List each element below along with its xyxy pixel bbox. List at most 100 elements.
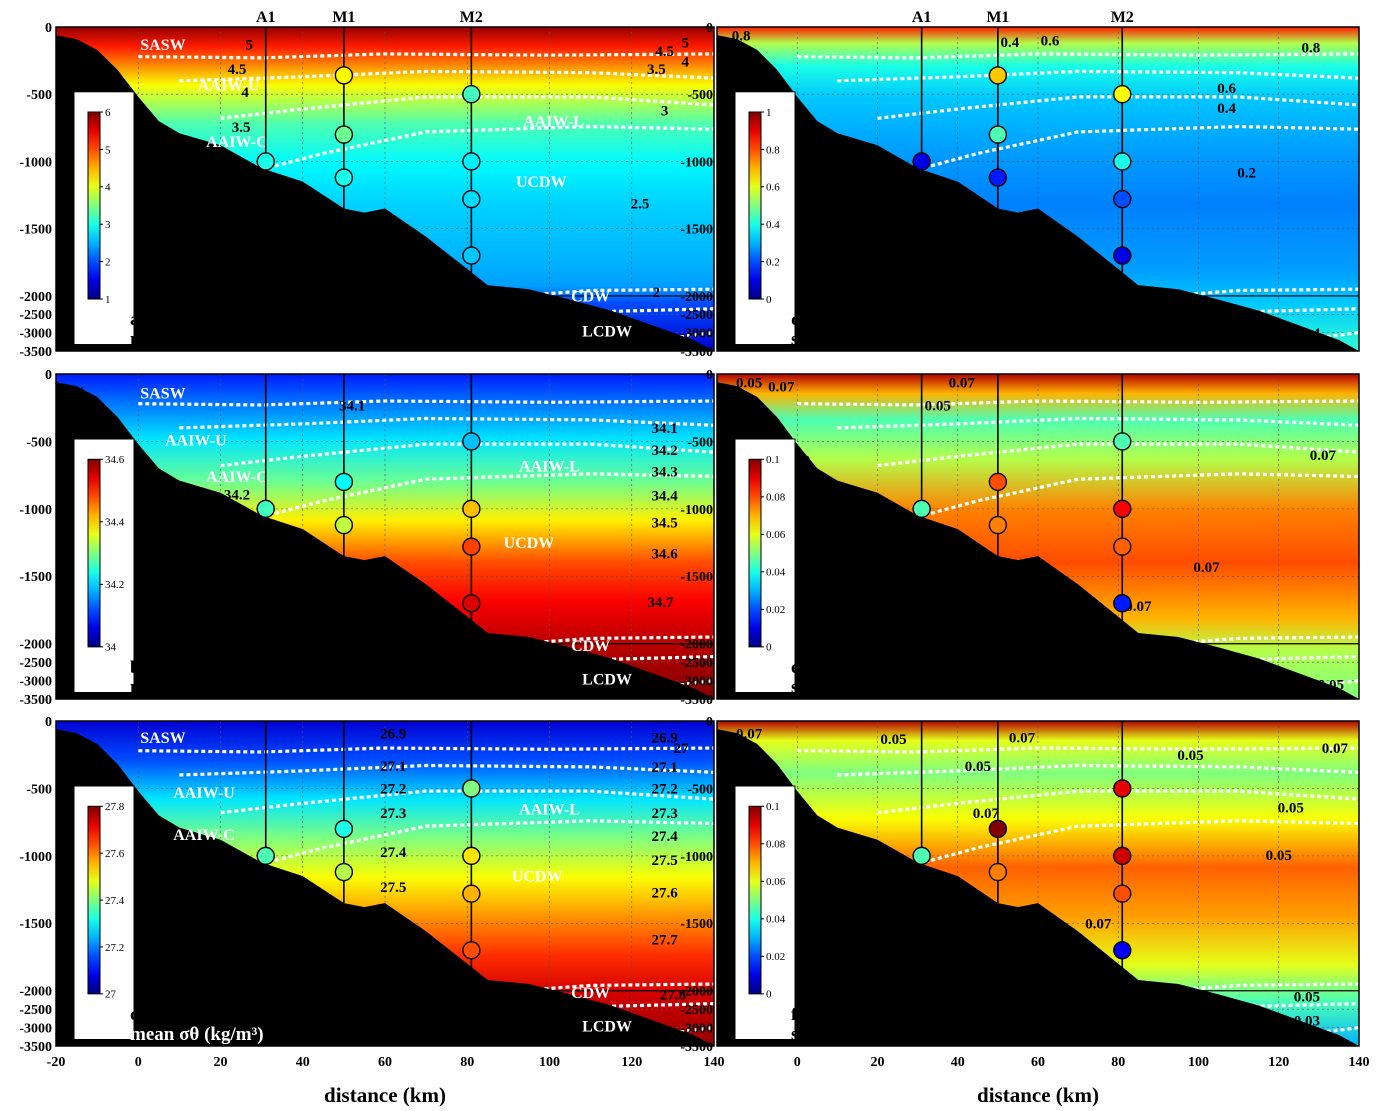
contour-label: 0.8 bbox=[732, 28, 751, 44]
colorbar-tick-label: 0.08 bbox=[766, 839, 786, 851]
contour-label: 0.07 bbox=[736, 726, 763, 742]
mooring-label: A1 bbox=[912, 9, 932, 26]
contour-label: 2.5 bbox=[631, 196, 650, 212]
contour-label: 34.1 bbox=[652, 421, 678, 437]
contour-label: 27.4 bbox=[652, 829, 679, 845]
y-tick-label: -3000 bbox=[680, 674, 713, 689]
y-tick-label: -1500 bbox=[680, 223, 713, 238]
contour-label: 3 bbox=[262, 171, 270, 187]
colorbar-tick-label: 4 bbox=[105, 182, 111, 194]
x-tick-label: 20 bbox=[214, 1055, 228, 1070]
contour-label: 4.5 bbox=[655, 44, 674, 60]
panel-title: std σθ (kg/m³) bbox=[791, 1024, 905, 1045]
water-mass-label: CDW bbox=[571, 638, 610, 655]
isopycnal-line bbox=[179, 763, 714, 777]
contour-label: 27.6 bbox=[652, 886, 679, 902]
panel-label: f) bbox=[791, 1004, 803, 1025]
colorbar-tick-label: 27.6 bbox=[105, 848, 125, 860]
y-tick-label: 0 bbox=[706, 368, 713, 383]
contour-label: 27 bbox=[674, 741, 690, 757]
contour-label: 0.4 bbox=[1301, 326, 1320, 342]
isopycnal-line bbox=[837, 69, 1359, 83]
contour-label: 3.5 bbox=[647, 62, 666, 78]
isopycnal-line bbox=[797, 746, 1359, 754]
y-tick-label: -3000 bbox=[680, 327, 713, 342]
y-tick-label: -2000 bbox=[19, 985, 52, 1000]
panel-f: 0.07 0.05 0.07 0.05 0.07 0.05 0.07 0.05 0.05 0.07… bbox=[680, 715, 1369, 1107]
contour-label: 0.05 bbox=[1278, 801, 1304, 817]
contour-label: 0.03 bbox=[1294, 1013, 1320, 1029]
instrument-marker bbox=[988, 66, 1008, 85]
contour-label: 27.3 bbox=[380, 806, 406, 822]
instrument-marker bbox=[462, 537, 481, 556]
panel-title: std T (°C) bbox=[791, 329, 871, 350]
y-tick-label: -2500 bbox=[19, 1003, 52, 1018]
y-tick-label: -1000 bbox=[680, 850, 713, 865]
colorbar-tick-label: 27.2 bbox=[105, 942, 124, 954]
contour-label: 2 bbox=[653, 285, 661, 301]
y-tick-label: -1500 bbox=[680, 570, 713, 585]
contour-label: 34.6 bbox=[652, 547, 679, 563]
x-tick-label: -20 bbox=[47, 1055, 66, 1070]
panel-field: 0.8 0.4 0.6 0.8 0.6 0.4 0.2 0.4 bbox=[717, 27, 1359, 351]
x-axis-label: distance (km) bbox=[324, 1083, 446, 1107]
instrument-marker bbox=[1113, 152, 1132, 171]
isopycnal-line bbox=[917, 124, 1359, 172]
contour-label: 27.5 bbox=[380, 880, 406, 896]
isopycnal-line bbox=[877, 789, 1359, 815]
water-mass-label: CDW bbox=[571, 985, 610, 1002]
mooring-label: M1 bbox=[332, 9, 355, 26]
x-tick-label: 120 bbox=[621, 1055, 642, 1070]
isopycnal-line bbox=[179, 416, 714, 430]
y-tick-label: -2000 bbox=[680, 290, 713, 305]
panel-label: e) bbox=[791, 657, 805, 678]
y-tick-label: -2000 bbox=[680, 985, 713, 1000]
contour-label: 27.5 bbox=[652, 853, 678, 869]
colorbar-tick-label: 0 bbox=[766, 294, 772, 306]
isopycnal-line bbox=[138, 52, 714, 60]
contour-label: 0.05 bbox=[965, 759, 991, 775]
panel-label: b) bbox=[130, 657, 146, 678]
instrument-marker bbox=[1113, 941, 1132, 960]
instrument-marker bbox=[1113, 85, 1132, 104]
colorbar-box bbox=[73, 438, 135, 693]
instrument-marker bbox=[462, 779, 481, 798]
contour-label: 0.05 bbox=[1318, 678, 1344, 694]
instrument-marker bbox=[334, 862, 354, 882]
colorbar-box bbox=[734, 785, 796, 1040]
panel-b: 34.1 34.1 34.2 34.3 34.4 34.5 34.6 34.7 34.2 34.3… bbox=[19, 368, 715, 708]
water-mass-label: LCDW bbox=[582, 671, 632, 688]
colorbar-tick-label: 34 bbox=[105, 642, 117, 654]
contour-label: 0.07 bbox=[1125, 599, 1152, 615]
contour-label: 0.6 bbox=[1041, 34, 1060, 50]
contour-label: 27.2 bbox=[652, 782, 678, 798]
y-tick-label: 0 bbox=[45, 21, 52, 36]
mooring-label: M2 bbox=[1111, 9, 1134, 26]
colorbar bbox=[748, 458, 762, 648]
y-tick-label: -3000 bbox=[19, 327, 52, 342]
colorbar-tick-label: 0.02 bbox=[766, 604, 785, 616]
contour-label: 34.1 bbox=[339, 398, 365, 414]
isopycnal-line bbox=[179, 69, 714, 83]
contour-label: 3 bbox=[661, 104, 669, 120]
contour-label: 0.07 bbox=[768, 379, 795, 395]
contour-label: 0.2 bbox=[1237, 165, 1256, 181]
y-tick-label: -3000 bbox=[19, 674, 52, 689]
contour-label: 26.9 bbox=[63, 741, 89, 757]
instrument-marker bbox=[912, 152, 931, 171]
colorbar-tick-label: 0.06 bbox=[766, 529, 786, 541]
y-tick-label: 0 bbox=[706, 715, 713, 730]
panel-field: 5 4.5 4 3.5 3 4.5 5 4 3.5 3 2.5 2 SASW AAIW-U AAIW-L AA… bbox=[56, 27, 714, 351]
y-tick-label: -2500 bbox=[680, 1003, 713, 1018]
panel-title: mean σθ (kg/m³) bbox=[130, 1024, 264, 1045]
colorbar-tick-label: 3 bbox=[105, 219, 111, 231]
y-tick-label: -2500 bbox=[19, 308, 52, 323]
colorbar bbox=[87, 458, 101, 648]
contour-label: 0.07 bbox=[949, 375, 976, 391]
colorbar-tick-label: 5 bbox=[105, 144, 111, 156]
contour-label: 27.7 bbox=[652, 933, 679, 949]
contour-label: 5 bbox=[246, 38, 254, 54]
y-tick-label: -1000 bbox=[680, 155, 713, 170]
x-tick-label: 100 bbox=[539, 1055, 560, 1070]
y-tick-label: -500 bbox=[687, 435, 713, 450]
